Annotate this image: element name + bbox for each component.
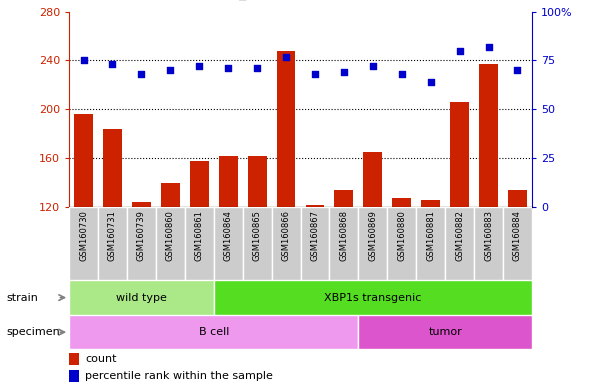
FancyBboxPatch shape — [214, 207, 243, 280]
Point — [513, 67, 522, 73]
Text: XBP1s transgenic: XBP1s transgenic — [324, 293, 421, 303]
Text: percentile rank within the sample: percentile rank within the sample — [85, 371, 273, 381]
Text: GSM160880: GSM160880 — [397, 210, 406, 261]
Text: GSM160882: GSM160882 — [455, 210, 464, 261]
FancyBboxPatch shape — [329, 207, 358, 280]
Point — [484, 44, 493, 50]
Bar — [364, 152, 382, 207]
FancyBboxPatch shape — [416, 207, 445, 280]
Point — [426, 79, 436, 85]
FancyBboxPatch shape — [127, 207, 156, 280]
Text: GSM160730: GSM160730 — [79, 210, 88, 261]
FancyBboxPatch shape — [243, 207, 272, 280]
Point — [195, 63, 204, 70]
Point — [310, 71, 320, 77]
FancyBboxPatch shape — [358, 207, 387, 280]
FancyBboxPatch shape — [387, 207, 416, 280]
Bar — [69, 315, 358, 349]
Point — [79, 57, 88, 63]
Text: count: count — [85, 354, 117, 364]
Bar — [392, 197, 411, 207]
Text: tumor: tumor — [429, 327, 462, 337]
FancyBboxPatch shape — [272, 207, 300, 280]
Text: GSM160731: GSM160731 — [108, 210, 117, 261]
Point — [397, 71, 406, 77]
Bar — [335, 190, 353, 207]
Text: GSM160881: GSM160881 — [426, 210, 435, 261]
Point — [252, 65, 262, 71]
Bar — [69, 353, 79, 365]
FancyBboxPatch shape — [98, 207, 127, 280]
Text: GSM160865: GSM160865 — [252, 210, 261, 261]
Text: GSM160739: GSM160739 — [137, 210, 146, 261]
Bar — [161, 183, 180, 207]
Text: GSM160864: GSM160864 — [224, 210, 233, 261]
Bar — [214, 280, 532, 315]
Bar — [450, 102, 469, 207]
Text: B cell: B cell — [198, 327, 229, 337]
Bar — [248, 156, 266, 207]
Text: GSM160883: GSM160883 — [484, 210, 493, 261]
Point — [455, 48, 465, 54]
Text: GSM160869: GSM160869 — [368, 210, 377, 261]
Text: GSM160860: GSM160860 — [166, 210, 175, 261]
FancyBboxPatch shape — [69, 207, 98, 280]
Text: GSM160868: GSM160868 — [340, 210, 349, 261]
Text: GSM160861: GSM160861 — [195, 210, 204, 261]
Bar — [358, 315, 532, 349]
Bar — [190, 161, 209, 207]
Bar — [132, 202, 151, 207]
FancyBboxPatch shape — [503, 207, 532, 280]
Bar — [421, 200, 440, 207]
Point — [136, 71, 146, 77]
FancyBboxPatch shape — [474, 207, 503, 280]
Text: specimen: specimen — [6, 327, 59, 337]
Point — [339, 69, 349, 75]
FancyBboxPatch shape — [185, 207, 214, 280]
Text: GSM160884: GSM160884 — [513, 210, 522, 261]
Bar — [219, 156, 237, 207]
Point — [224, 65, 233, 71]
Point — [108, 61, 117, 68]
Text: wild type: wild type — [116, 293, 167, 303]
Bar — [69, 280, 214, 315]
Text: GSM160866: GSM160866 — [281, 210, 290, 261]
Bar — [508, 190, 527, 207]
FancyBboxPatch shape — [445, 207, 474, 280]
Bar — [103, 129, 122, 207]
Bar — [69, 370, 79, 382]
Bar — [305, 205, 325, 207]
FancyBboxPatch shape — [156, 207, 185, 280]
Point — [165, 67, 175, 73]
Text: strain: strain — [6, 293, 38, 303]
Bar — [276, 51, 296, 207]
Text: GSM160867: GSM160867 — [311, 210, 320, 261]
Point — [281, 53, 291, 60]
FancyBboxPatch shape — [300, 207, 329, 280]
Bar — [74, 114, 93, 207]
Point — [368, 63, 377, 70]
Bar — [479, 64, 498, 207]
